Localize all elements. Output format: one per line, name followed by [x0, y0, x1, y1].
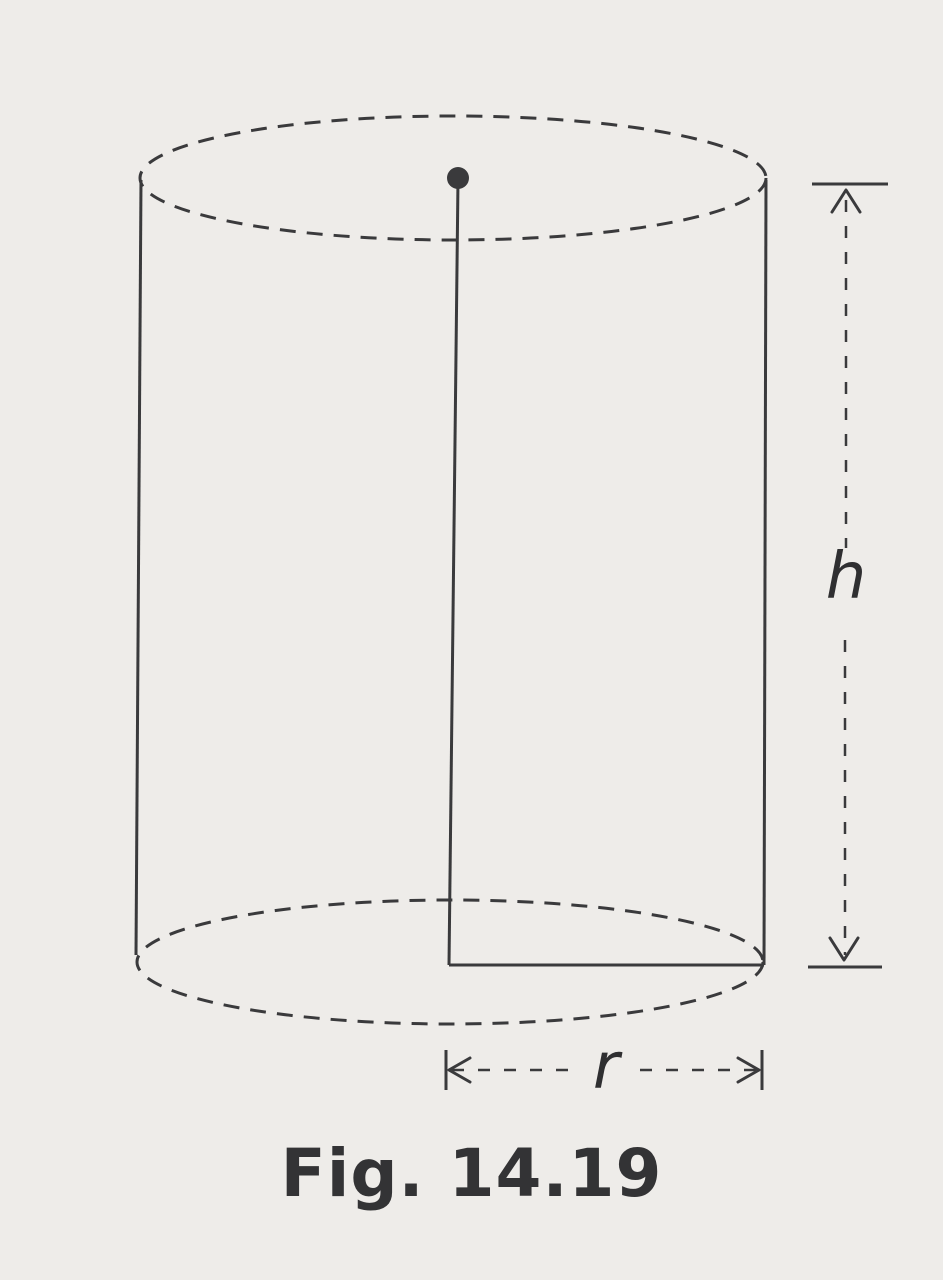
height-arrow-up	[830, 188, 862, 214]
top-base-ellipse	[138, 114, 768, 242]
height-arrow-down	[828, 936, 860, 962]
height-label: h	[826, 540, 867, 614]
height-dimension: h	[808, 182, 888, 969]
cylinder-left-edge	[134, 179, 143, 956]
radius-dimension: r	[444, 1030, 764, 1104]
cylinder-axis	[447, 179, 460, 966]
radius-arrow-right	[736, 1056, 761, 1084]
cylinder-right-edge	[762, 179, 768, 966]
figure-caption: Fig. 14.19	[280, 1135, 663, 1212]
radius-arrow-left	[447, 1056, 472, 1084]
top-center-point	[447, 167, 469, 189]
radius-label: r	[593, 1030, 623, 1104]
